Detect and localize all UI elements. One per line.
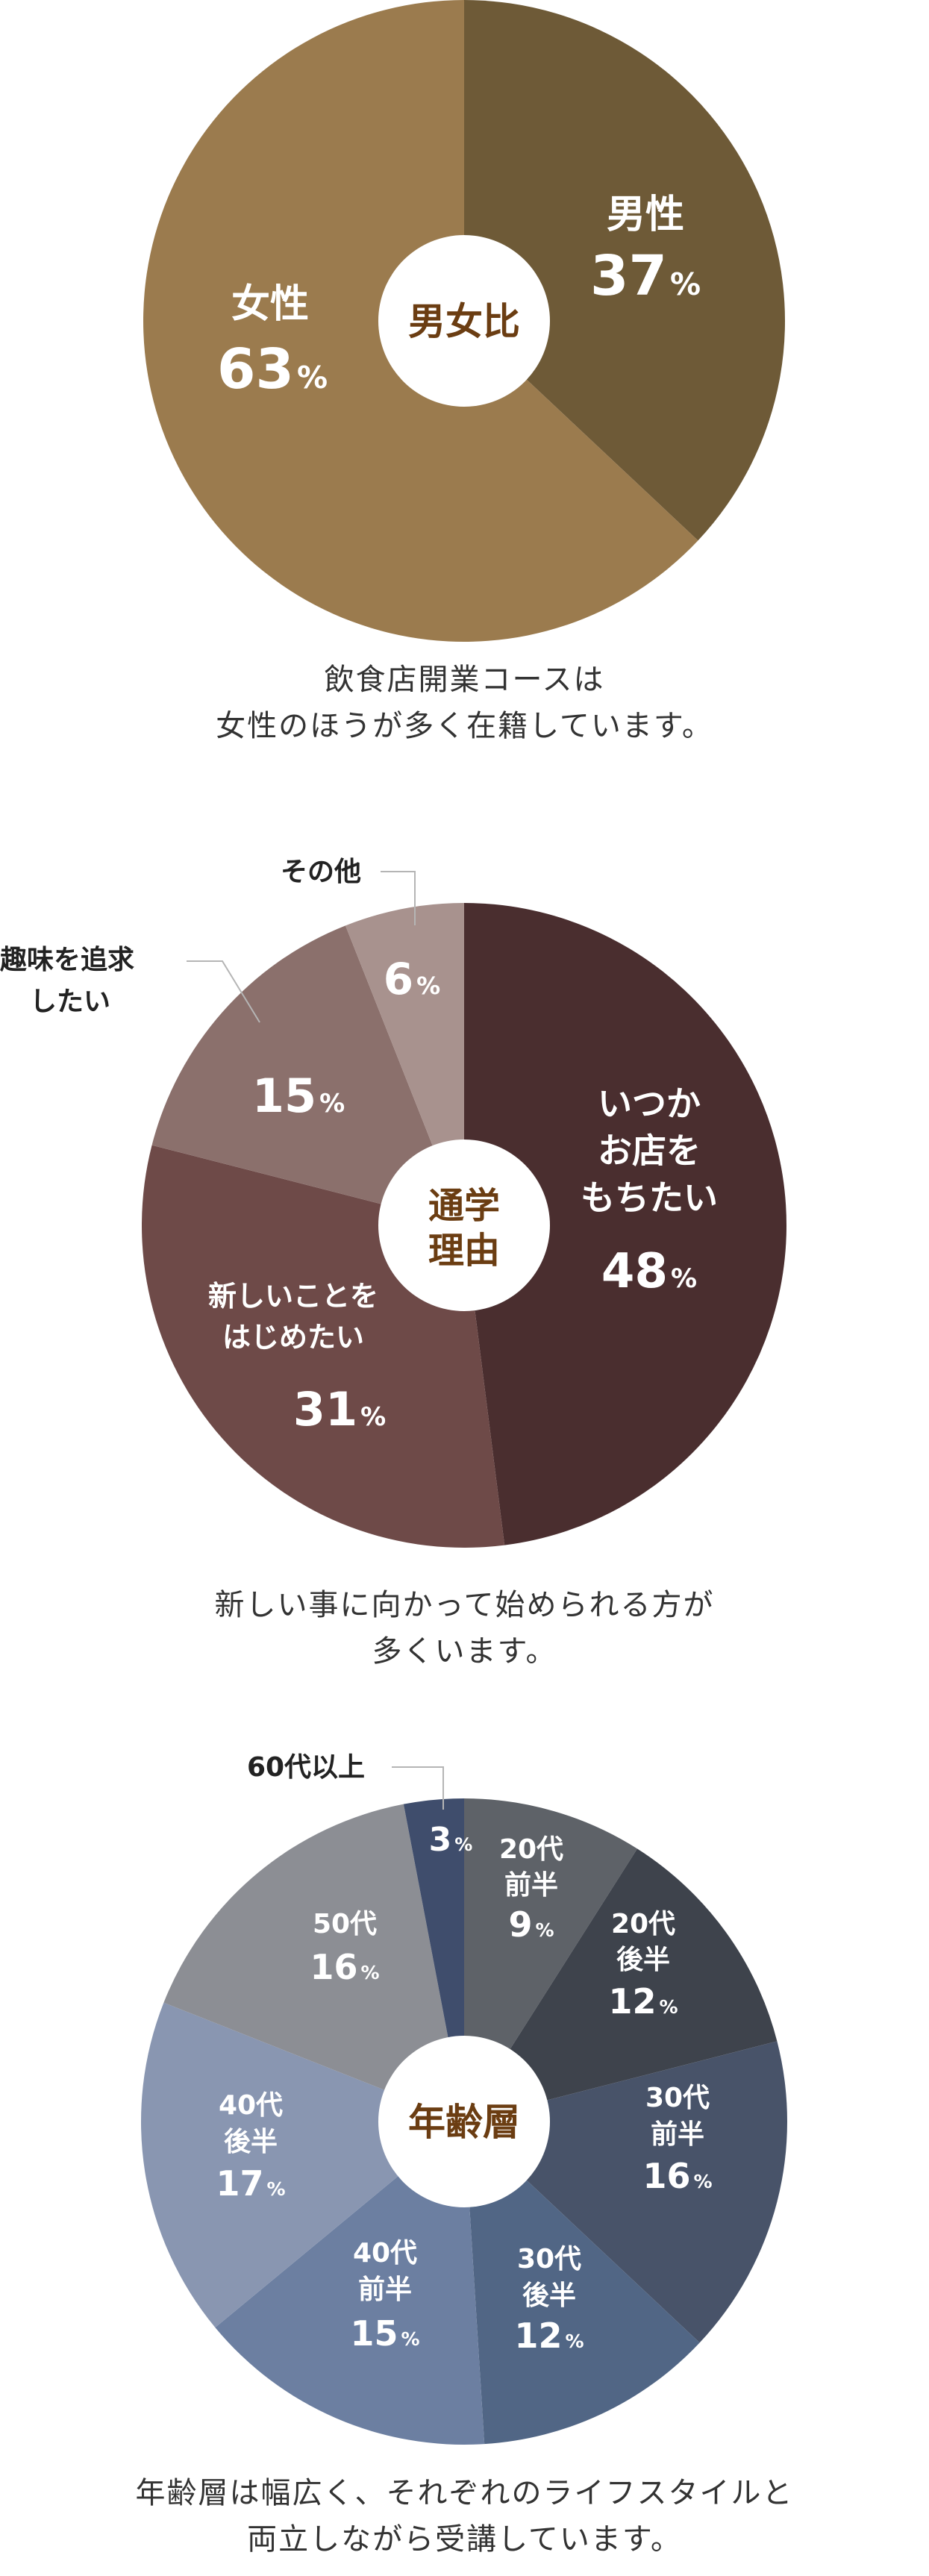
gender-caption: 飲食店開業コースは 女性のほうが多く在籍しています。 bbox=[0, 657, 929, 749]
age-label-2-line-1: 30代 bbox=[645, 2083, 710, 2113]
age-label-4-line-1: 40代 bbox=[353, 2238, 417, 2269]
reason-label-3: その他 bbox=[281, 857, 361, 887]
age-slice-1 bbox=[464, 1848, 778, 2122]
reason-label-1-line-1: 新しいことを bbox=[208, 1280, 378, 1313]
age-label-5-line-1: 40代 bbox=[219, 2090, 283, 2121]
age-value-5: 17% bbox=[216, 2163, 285, 2204]
age-caption-line-1: 年齢層は幅広く、それぞれのライフスタイルと bbox=[135, 2476, 794, 2510]
age-label-2-line-2: 前半 bbox=[651, 2119, 704, 2150]
age-value-0: 9% bbox=[508, 1904, 554, 1945]
reason-caption: 新しい事に向かって始められる方が 多くいます。 bbox=[0, 1582, 929, 1675]
gender-label-female: 女性 bbox=[231, 282, 309, 327]
reason-chart: 通学 理由 いつかお店をもちたい 48% 新しいことを はじめたい 31% 15% 6% その他趣… bbox=[0, 836, 929, 1686]
reason-label-0-line-2: お店を bbox=[598, 1131, 701, 1171]
age-chart: 年齢層 20代 前半 9% 20代 後半 12% 30代 前半 16% 30代 後半 12% 40代 前半 1… bbox=[0, 1731, 929, 2576]
age-label-3-line-2: 後半 bbox=[522, 2280, 576, 2311]
gender-slice-0 bbox=[464, 0, 785, 541]
reason-slice-3 bbox=[345, 903, 464, 1225]
age-caption: 年齢層は幅広く、それぞれのライフスタイルと 両立しながら受講しています。 bbox=[0, 2470, 929, 2563]
age-value-1: 12% bbox=[608, 1981, 678, 2022]
reason-label-2-line-2: したい bbox=[30, 987, 110, 1017]
reason-label-0-line-3: もちたい bbox=[581, 1178, 718, 1218]
reason-label-0-line-1: いつか bbox=[598, 1084, 701, 1124]
age-label-0-line-1: 20代 bbox=[499, 1834, 563, 1865]
reason-center-label-1: 通学 bbox=[428, 1185, 500, 1227]
age-label-1-line-1: 20代 bbox=[611, 1909, 675, 1939]
age-label-3-line-1: 30代 bbox=[517, 2244, 581, 2275]
reason-label-2-line-1: 趣味を追求 bbox=[0, 945, 134, 975]
reason-caption-line-1: 新しい事に向かって始められる方が bbox=[214, 1588, 715, 1622]
gender-chart: 男女比 男性 37% 女性 63% 飲食店開業コースは 女性のほうが多く在籍しています。 bbox=[0, 0, 929, 791]
age-value-4: 15% bbox=[350, 2313, 419, 2354]
gender-caption-line-2: 女性のほうが多く在籍しています。 bbox=[216, 709, 713, 743]
age-leader-line-7 bbox=[392, 1766, 444, 1810]
reason-leader-line-2 bbox=[187, 960, 260, 1023]
gender-value-female: 63% bbox=[217, 337, 328, 401]
gender-caption-line-1: 飲食店開業コースは bbox=[324, 663, 605, 697]
age-value-7: 3% bbox=[429, 1821, 473, 1859]
reason-center-label-2: 理由 bbox=[428, 1230, 500, 1272]
reason-value-1: 31% bbox=[293, 1382, 386, 1437]
reason-value-3: 6% bbox=[384, 954, 440, 1004]
reason-value-2: 15% bbox=[252, 1069, 345, 1123]
reason-slice-2 bbox=[151, 925, 464, 1225]
age-label-7: 60代以上 bbox=[247, 1752, 365, 1783]
age-slice-3 bbox=[464, 2122, 700, 2445]
gender-value-male: 37% bbox=[590, 244, 701, 308]
reason-slice-0 bbox=[464, 903, 787, 1545]
reason-leader-line-3 bbox=[381, 871, 416, 925]
gender-center-label: 男女比 bbox=[408, 300, 520, 343]
age-caption-line-2: 両立しながら受講しています。 bbox=[247, 2522, 682, 2557]
age-slice-0 bbox=[464, 1798, 638, 2122]
age-slice-4 bbox=[215, 2122, 485, 2445]
gender-label-male: 男性 bbox=[607, 193, 684, 237]
age-value-3: 12% bbox=[514, 2316, 584, 2356]
age-label-1-line-2: 後半 bbox=[616, 1945, 670, 1975]
reason-center-circle bbox=[378, 1139, 550, 1311]
age-center-circle bbox=[378, 2036, 550, 2207]
age-center-label: 年齢層 bbox=[408, 2101, 520, 2144]
reason-value-0: 48% bbox=[601, 1244, 697, 1299]
age-slice-6 bbox=[163, 1804, 464, 2122]
reason-label-1-line-2: はじめたい bbox=[222, 1321, 364, 1354]
gender-center-circle bbox=[378, 235, 550, 407]
age-label-6-line-1: 50代 bbox=[313, 1909, 377, 1939]
gender-pie-svg: 男女比 男性 37% 女性 63% bbox=[143, 0, 785, 642]
age-slice-5 bbox=[141, 2002, 465, 2328]
age-value-2: 16% bbox=[642, 2156, 712, 2196]
age-label-4-line-2: 前半 bbox=[358, 2275, 412, 2305]
age-label-5-line-2: 後半 bbox=[224, 2127, 278, 2157]
reason-caption-line-2: 多くいます。 bbox=[372, 1634, 557, 1669]
age-label-0-line-2: 前半 bbox=[504, 1870, 558, 1901]
age-value-6: 16% bbox=[310, 1947, 379, 1987]
